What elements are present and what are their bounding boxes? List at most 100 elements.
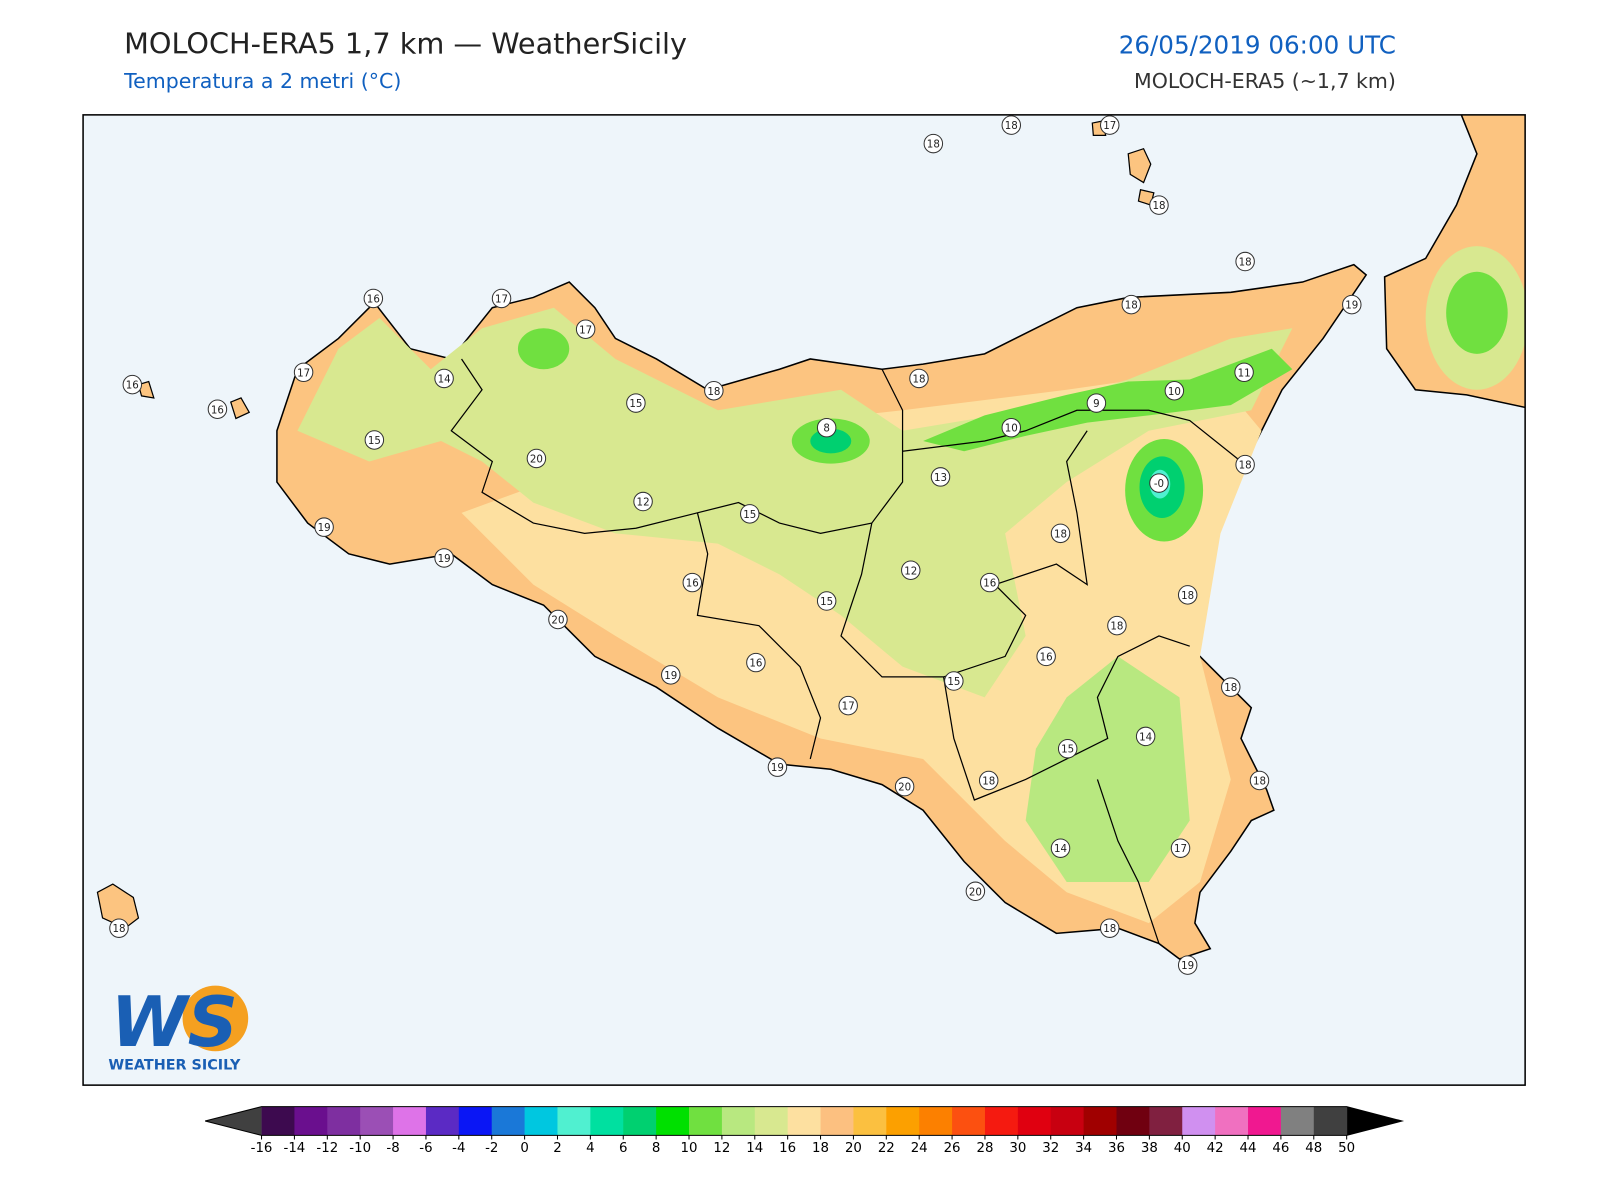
station-label: 20 bbox=[898, 782, 911, 794]
colorbar-swatch bbox=[1182, 1106, 1216, 1136]
station-marker bbox=[1036, 646, 1056, 667]
colorbar-swatch bbox=[623, 1106, 657, 1136]
station: 19 bbox=[1177, 955, 1198, 975]
colorbar-swatch bbox=[294, 1106, 328, 1136]
island bbox=[1127, 147, 1152, 184]
station-marker bbox=[1235, 454, 1255, 475]
station: 19 bbox=[1342, 294, 1362, 315]
station-marker bbox=[1149, 473, 1169, 493]
station: 19 bbox=[434, 548, 454, 568]
station: 15 bbox=[626, 393, 646, 413]
station-label: 15 bbox=[820, 596, 833, 608]
station: 18 bbox=[109, 918, 129, 938]
station: 16 bbox=[979, 572, 1000, 593]
station: 10 bbox=[1164, 381, 1185, 401]
station-marker bbox=[293, 362, 314, 383]
station-label: 15 bbox=[947, 676, 960, 688]
colorbar-swatch bbox=[754, 1106, 789, 1136]
station-label: 18 bbox=[1253, 776, 1266, 788]
station: -0 bbox=[1149, 473, 1169, 493]
colorbar-swatch bbox=[491, 1106, 526, 1136]
station-label: 17 bbox=[1103, 120, 1116, 132]
station-label: 16 bbox=[126, 380, 139, 392]
station-label: 10 bbox=[1005, 423, 1018, 435]
colorbar-swatch bbox=[919, 1106, 953, 1136]
colorbar-swatch bbox=[820, 1106, 854, 1136]
colorbar-tick-label: 42 bbox=[1207, 1141, 1224, 1156]
colorbar-tick-label: -8 bbox=[386, 1141, 399, 1156]
station-label: 18 bbox=[1224, 682, 1237, 694]
station-marker bbox=[930, 467, 951, 487]
colorbar-tick-label: 46 bbox=[1272, 1141, 1289, 1156]
station: 18 bbox=[1177, 585, 1198, 605]
island bbox=[230, 397, 251, 420]
colorbar-swatch bbox=[984, 1106, 1019, 1136]
station-label: 18 bbox=[982, 776, 995, 788]
colorbar-swatch bbox=[853, 1106, 887, 1136]
station-marker bbox=[1099, 918, 1120, 938]
colorbar-swatch bbox=[458, 1106, 493, 1136]
station-marker bbox=[548, 609, 568, 630]
station: 18 bbox=[1001, 115, 1022, 135]
station-marker bbox=[1050, 523, 1071, 544]
station-label: 17 bbox=[579, 324, 592, 336]
station: 17 bbox=[491, 288, 512, 309]
temp-zone bbox=[517, 328, 570, 370]
colorbar-swatch bbox=[656, 1106, 690, 1136]
colorbar-swatch bbox=[524, 1106, 558, 1136]
subtitle: Temperatura a 2 metri (°C) bbox=[123, 69, 401, 93]
colorbar-swatch bbox=[787, 1106, 822, 1136]
station: 16 bbox=[122, 374, 143, 395]
colorbar-tick-label: 32 bbox=[1042, 1141, 1059, 1156]
station-label: 12 bbox=[904, 565, 917, 577]
frame bbox=[82, 114, 1526, 1086]
colorbar-tick-label: 6 bbox=[619, 1141, 627, 1156]
station-label: 19 bbox=[1345, 300, 1358, 312]
station-marker bbox=[363, 288, 384, 309]
station: 19 bbox=[767, 757, 788, 777]
station-label: 18 bbox=[1125, 300, 1138, 312]
station-marker bbox=[1149, 195, 1169, 215]
station: 12 bbox=[633, 491, 653, 512]
station-label: 16 bbox=[211, 404, 224, 416]
station-label: 20 bbox=[969, 886, 982, 898]
station-label: 19 bbox=[664, 670, 677, 682]
station: 16 bbox=[207, 399, 228, 419]
stations: 18 18 17 18 18 19 18 16 17 17 17 14 16 16 18 18 15 8 9 10 11… bbox=[109, 115, 1362, 975]
station-label: 15 bbox=[368, 435, 381, 447]
station: 14 bbox=[1135, 726, 1156, 747]
station: 10 bbox=[1001, 417, 1022, 438]
station-marker bbox=[1177, 585, 1198, 605]
station-marker bbox=[1221, 677, 1241, 697]
station-label: 19 bbox=[318, 522, 331, 534]
colorbar-tick-label: -4 bbox=[452, 1141, 465, 1156]
colorbar-swatch bbox=[1083, 1106, 1118, 1136]
station: 18 bbox=[1050, 523, 1071, 544]
station: 16 bbox=[746, 652, 766, 673]
station-label: 18 bbox=[707, 386, 720, 398]
station: 17 bbox=[838, 695, 858, 716]
station-label: 15 bbox=[1061, 744, 1074, 756]
colorbar-tick-label: 2 bbox=[553, 1141, 561, 1156]
colorbar-swatch bbox=[261, 1106, 295, 1136]
colorbar-swatch bbox=[1149, 1106, 1183, 1136]
station: 20 bbox=[526, 448, 547, 469]
colorbar-tick-label: 20 bbox=[845, 1141, 862, 1156]
colorbar-swatch bbox=[689, 1106, 723, 1136]
colorbar-swatch bbox=[1248, 1106, 1282, 1136]
logo-mark: WS bbox=[111, 982, 238, 1063]
station-label: 16 bbox=[686, 578, 699, 590]
station: 20 bbox=[894, 776, 915, 797]
station-marker bbox=[207, 399, 228, 419]
station: 14 bbox=[1050, 838, 1071, 858]
colorbar-tick-label: 24 bbox=[911, 1141, 928, 1156]
colorbar-tick-label: 28 bbox=[976, 1141, 993, 1156]
colorbar-swatch bbox=[1280, 1106, 1315, 1136]
island bbox=[96, 883, 140, 929]
province-border bbox=[450, 358, 1242, 944]
station-marker bbox=[704, 381, 724, 401]
station: 12 bbox=[901, 560, 921, 580]
colorbar-tick-label: 0 bbox=[520, 1141, 528, 1156]
station: 18 bbox=[1249, 770, 1270, 791]
